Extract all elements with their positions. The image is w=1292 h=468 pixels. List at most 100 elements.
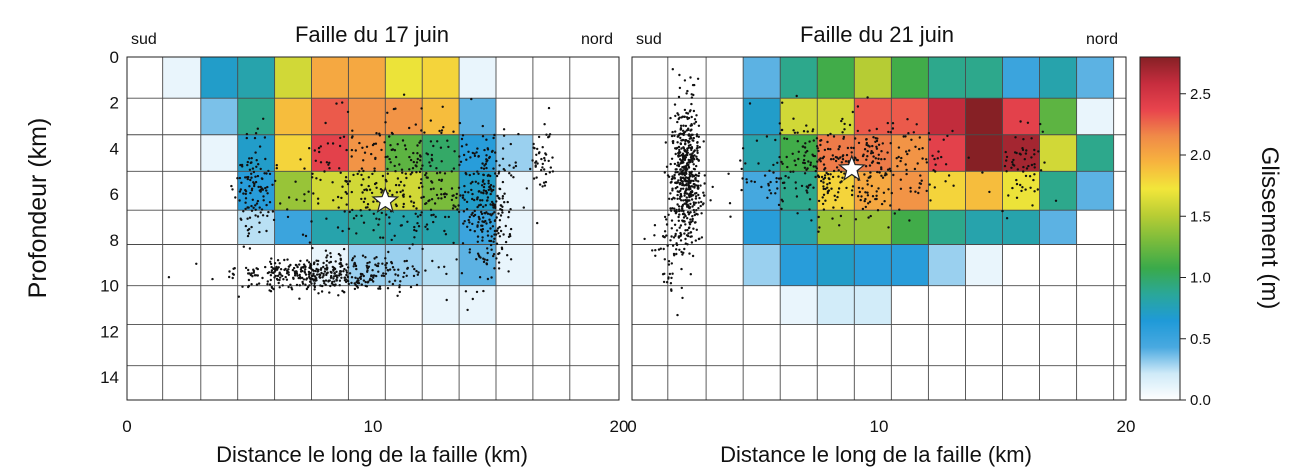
slip-cell xyxy=(743,57,781,99)
seismic-event-dot xyxy=(341,289,344,293)
seismic-event-dot xyxy=(689,202,692,206)
seismic-event-dot xyxy=(480,184,484,187)
seismic-event-dot xyxy=(883,200,886,203)
seismic-event-dot xyxy=(768,169,771,172)
seismic-event-dot xyxy=(428,161,431,164)
title-box xyxy=(270,18,470,50)
seismic-event-dot xyxy=(398,284,401,287)
seismic-event-dot xyxy=(393,268,396,271)
y-tick-label: 6 xyxy=(110,185,119,204)
seismic-event-dot xyxy=(689,273,692,276)
seismic-event-dot xyxy=(816,147,819,150)
seismic-event-dot xyxy=(680,267,683,271)
seismic-event-dot xyxy=(482,260,486,264)
seismic-event-dot xyxy=(669,239,672,242)
slip-cell xyxy=(311,324,349,366)
seismic-event-dot xyxy=(238,199,241,202)
seismic-event-dot xyxy=(364,256,367,259)
seismic-event-dot xyxy=(679,195,682,198)
seismic-event-dot xyxy=(463,220,466,223)
seismic-event-dot xyxy=(286,215,290,219)
seismic-event-dot xyxy=(338,167,341,170)
seismic-event-dot xyxy=(785,137,789,141)
seismic-event-dot xyxy=(326,267,329,270)
slip-cell xyxy=(496,210,533,245)
seismic-event-dot xyxy=(356,172,359,176)
seismic-event-dot xyxy=(386,287,390,290)
seismic-event-dot xyxy=(259,188,263,191)
seismic-event-dot xyxy=(254,151,257,154)
seismic-event-dot xyxy=(850,151,853,154)
x-tick-label: 0 xyxy=(122,417,131,436)
seismic-event-dot xyxy=(403,260,406,263)
seismic-event-dot xyxy=(402,202,405,206)
seismic-event-dot xyxy=(467,191,470,194)
seismic-event-dot xyxy=(241,285,244,288)
seismic-event-dot xyxy=(237,295,240,298)
seismic-event-dot xyxy=(676,141,679,144)
seismic-event-dot xyxy=(1001,209,1004,213)
seismic-event-dot xyxy=(338,272,341,275)
slip-cell xyxy=(348,324,386,366)
seismic-event-dot xyxy=(677,113,680,117)
seismic-event-dot xyxy=(769,180,772,184)
seismic-event-dot xyxy=(484,189,488,193)
seismic-event-dot xyxy=(678,148,681,152)
slip-cell xyxy=(1039,324,1077,366)
seismic-event-dot xyxy=(931,154,934,157)
seismic-event-dot xyxy=(807,160,810,163)
colorbar-tick-label: 1.0 xyxy=(1190,270,1211,287)
seismic-event-dot xyxy=(267,271,271,274)
seismic-event-dot xyxy=(679,176,682,179)
corner-box-right xyxy=(1048,27,1124,51)
seismic-event-dot xyxy=(362,200,366,204)
seismic-event-dot xyxy=(250,172,253,175)
seismic-event-dot xyxy=(688,226,691,229)
slip-cell xyxy=(1039,210,1077,245)
seismic-event-dot xyxy=(834,198,837,202)
seismic-event-dot xyxy=(416,215,420,218)
seismic-event-dot xyxy=(820,175,824,179)
seismic-event-dot xyxy=(319,284,322,287)
seismic-event-dot xyxy=(693,149,696,152)
slip-cell xyxy=(311,171,349,211)
seismic-event-dot xyxy=(774,138,777,142)
seismic-event-dot xyxy=(413,228,416,232)
seismic-event-dot xyxy=(435,172,439,175)
seismic-event-dot xyxy=(258,206,261,209)
seismic-event-dot xyxy=(697,193,700,197)
slip-cell xyxy=(632,134,668,172)
seismic-event-dot xyxy=(346,275,350,279)
seismic-event-dot xyxy=(828,181,831,185)
hypocenter-star-shape xyxy=(371,186,400,213)
seismic-event-dot xyxy=(318,275,321,279)
seismic-event-dot xyxy=(384,257,387,260)
seismic-event-dot xyxy=(332,199,335,202)
seismic-event-dot xyxy=(486,258,489,262)
seismic-event-dot xyxy=(675,208,678,212)
seismic-event-dot xyxy=(386,172,389,175)
seismic-event-dot xyxy=(233,267,236,270)
seismic-event-dot xyxy=(374,156,377,160)
seismic-event-dot xyxy=(248,227,251,231)
seismic-event-dot xyxy=(1039,169,1043,172)
slip-cell xyxy=(348,98,386,135)
seismic-event-dot xyxy=(690,193,693,196)
slip-cell xyxy=(422,324,460,366)
slip-cell xyxy=(348,57,386,99)
seismic-event-dot xyxy=(844,160,848,163)
seismic-event-dot xyxy=(388,268,392,271)
seismic-event-dot xyxy=(405,274,408,277)
seismic-event-dot xyxy=(487,182,490,185)
seismic-event-dot xyxy=(683,192,686,195)
seismic-event-dot xyxy=(679,136,682,140)
seismic-event-dot xyxy=(664,141,667,144)
seismic-event-dot xyxy=(867,216,870,219)
seismic-event-dot xyxy=(363,188,366,192)
seismic-event-dot xyxy=(320,290,324,293)
slip-cell xyxy=(532,57,570,99)
seismic-event-dot xyxy=(866,179,869,182)
seismic-event-dot xyxy=(841,117,844,121)
seismic-event-dot xyxy=(836,195,839,199)
slip-cell xyxy=(200,134,238,172)
